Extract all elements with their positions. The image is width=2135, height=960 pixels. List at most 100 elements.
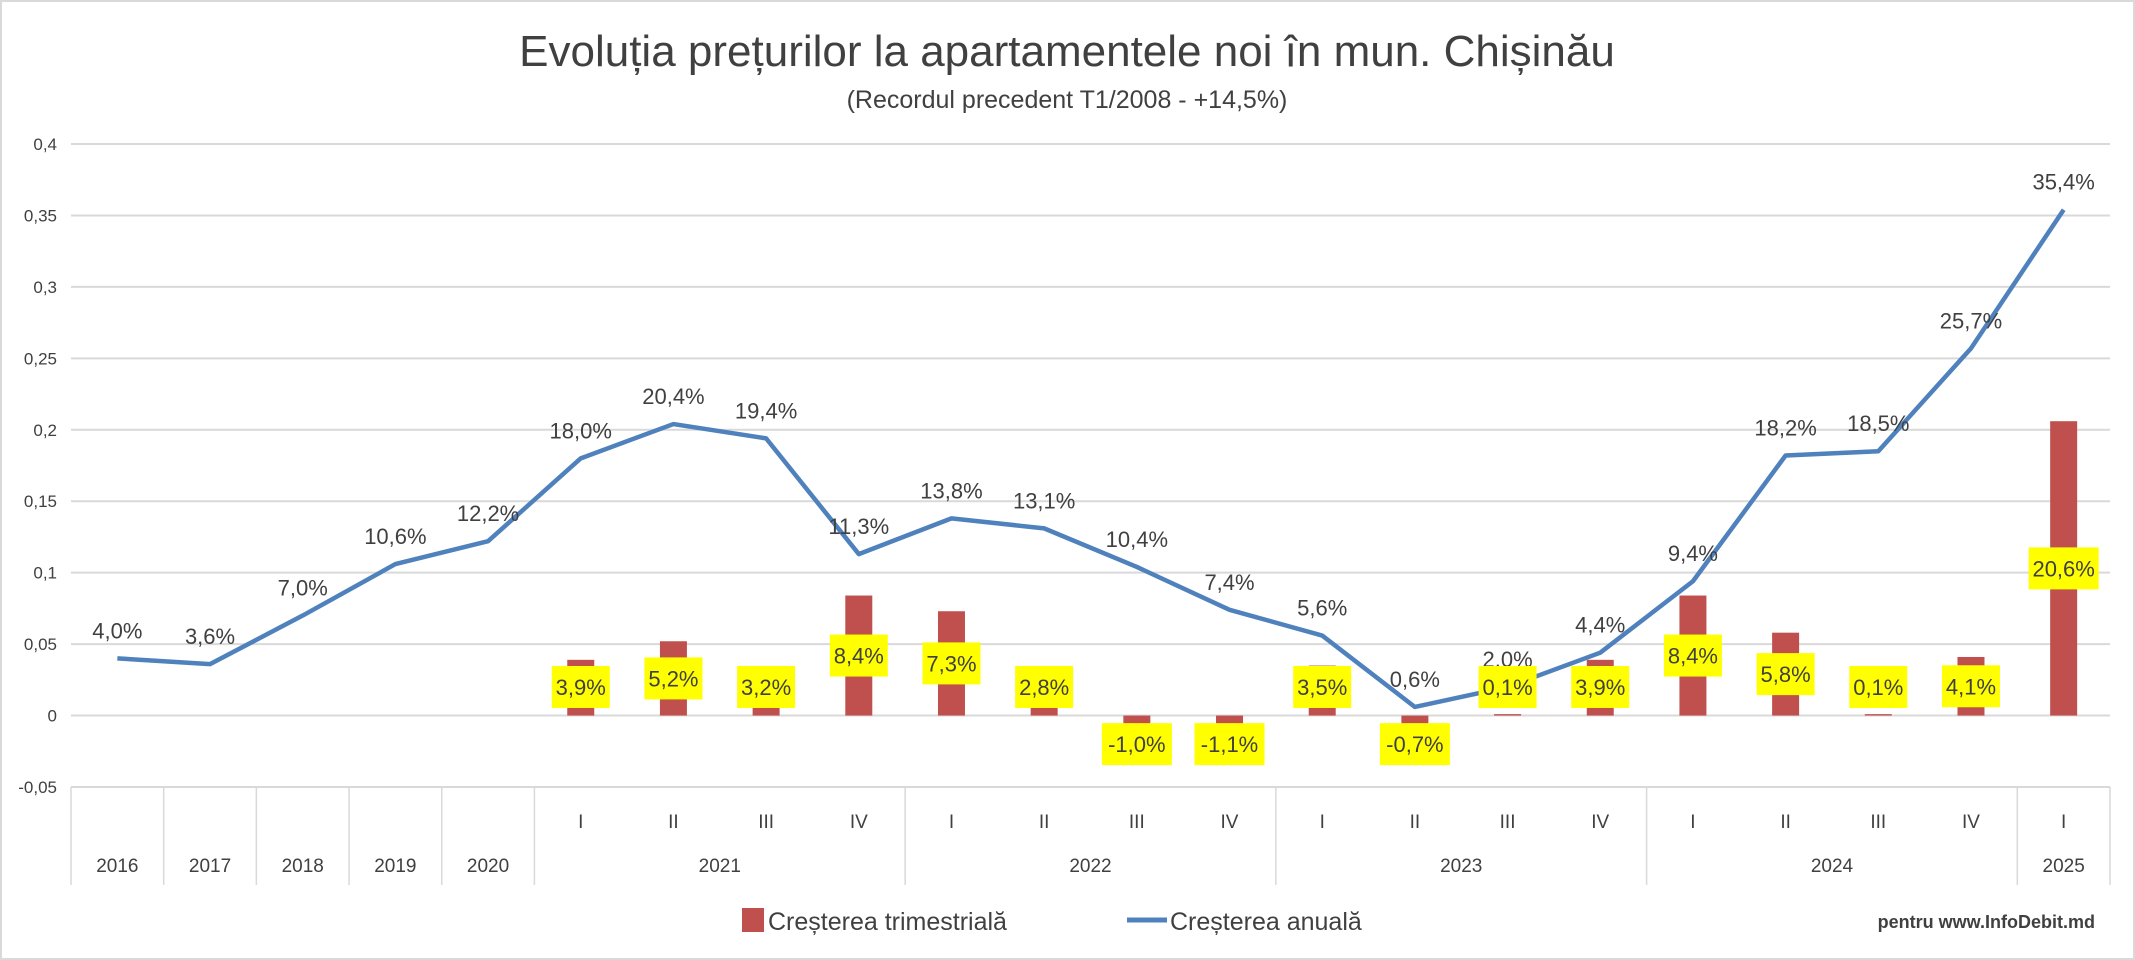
bar-data-label-bg <box>1756 653 1815 696</box>
line-data-label: 20,4% <box>642 384 704 409</box>
line-data-label: 11,3% <box>828 514 889 539</box>
x-year-label: 2025 <box>2043 856 2085 877</box>
bar-data-label-bg <box>551 665 610 708</box>
bar-data-label: 5,8% <box>1761 662 1811 687</box>
bar-data-label: 4,1% <box>1946 674 1996 699</box>
x-quarter-label: I <box>578 812 583 833</box>
watermark-text: pentru www.InfoDebit.md <box>1878 912 2095 932</box>
x-quarter-label: II <box>1780 812 1791 833</box>
x-quarter-label: IV <box>1962 812 1980 833</box>
line-data-label: 10,4% <box>1106 527 1168 552</box>
bar-data-label: 7,3% <box>926 651 976 676</box>
bar-data-label-bg <box>1849 665 1908 708</box>
x-year-label: 2022 <box>1069 856 1111 877</box>
line-data-label: 9,4% <box>1668 541 1718 566</box>
bar-data-label: 3,2% <box>741 675 791 700</box>
bar <box>1401 715 1429 726</box>
x-year-label: 2021 <box>699 856 741 877</box>
line-data-label: 19,4% <box>735 398 797 423</box>
y-tick-label: 0,25 <box>24 349 57 368</box>
x-quarter-label: I <box>1320 812 1325 833</box>
line-data-label: 25,7% <box>1940 308 2002 333</box>
bar-data-label-bg <box>644 657 703 700</box>
x-quarter-label: IV <box>850 812 868 833</box>
y-tick-label: 0,1 <box>33 564 57 583</box>
bar-data-label-bg <box>922 642 981 685</box>
bar-data-label: 20,6% <box>2032 556 2094 581</box>
bar-data-label-bg <box>1941 665 2000 708</box>
x-quarter-label: III <box>758 812 774 833</box>
line-data-label: 7,4% <box>1204 570 1254 595</box>
line-data-label: 0,6% <box>1390 667 1440 692</box>
bar-data-label-bg <box>829 634 888 677</box>
line-data-label: 12,2% <box>457 501 519 526</box>
bar-data-label: 8,4% <box>834 644 884 669</box>
bar-data-label: 3,9% <box>556 675 606 700</box>
x-quarter-label: IV <box>1591 812 1609 833</box>
bar-data-label-bg <box>1478 665 1537 708</box>
bar <box>1494 714 1522 716</box>
x-quarter-label: II <box>1410 812 1421 833</box>
line-data-label: 18,0% <box>550 418 612 443</box>
bar <box>1864 714 1892 716</box>
bar-data-label-bg <box>1379 723 1450 766</box>
bar-data-label-bg <box>2028 547 2099 590</box>
y-tick-label: 0,2 <box>33 421 57 440</box>
chart-subtitle: (Recordul precedent T1/2008 - +14,5%) <box>847 86 1288 114</box>
y-tick-label: -0,05 <box>18 778 57 797</box>
line-data-label: 10,6% <box>364 524 426 549</box>
line-data-label: 4,0% <box>92 618 142 643</box>
line-data-label: 13,1% <box>1013 488 1075 513</box>
legend: Creșterea trimestrială Creșterea anuală <box>742 908 1362 936</box>
bar-data-label-bg <box>1101 723 1172 766</box>
bar-data-label: 2,8% <box>1019 675 1069 700</box>
x-year-label: 2023 <box>1440 856 1482 877</box>
x-quarter-label: III <box>1870 812 1886 833</box>
bar-data-label-bg <box>1194 723 1265 766</box>
line-data-label: 18,5% <box>1847 411 1909 436</box>
bar-data-label-bg <box>737 665 796 708</box>
chart-title: Evoluția prețurilor la apartamentele noi… <box>519 27 1615 76</box>
bar-data-label: -0,7% <box>1386 732 1443 757</box>
bar-data-label: 0,1% <box>1482 675 1532 700</box>
x-quarter-label: III <box>1129 812 1145 833</box>
y-tick-label: 0,15 <box>24 492 57 511</box>
bar-data-label-bg <box>1015 665 1074 708</box>
line-series <box>117 208 2066 710</box>
bar-data-label: 0,1% <box>1853 675 1903 700</box>
y-tick-label: 0,3 <box>33 278 57 297</box>
line-data-label: 18,2% <box>1754 415 1816 440</box>
bar-data-label: 8,4% <box>1668 644 1718 669</box>
line-data-label: 4,4% <box>1575 613 1625 638</box>
bar-data-label: 5,2% <box>648 666 698 691</box>
y-tick-label: 0,05 <box>24 635 57 654</box>
x-quarter-label: I <box>949 812 954 833</box>
y-tick-label: 0,35 <box>24 206 57 225</box>
x-year-label: 2024 <box>1811 856 1854 877</box>
x-quarter-label: II <box>1039 812 1050 833</box>
x-quarter-label: I <box>1690 812 1695 833</box>
x-year-label: 2017 <box>189 856 231 877</box>
x-year-label: 2016 <box>96 856 138 877</box>
bar-data-label: -1,0% <box>1108 732 1165 757</box>
line-data-label: 13,8% <box>920 478 982 503</box>
gridlines <box>71 143 2110 788</box>
x-year-label: 2019 <box>374 856 416 877</box>
x-quarter-label: III <box>1500 812 1516 833</box>
x-quarter-label: II <box>668 812 679 833</box>
x-quarter-label: I <box>2061 812 2066 833</box>
x-year-label: 2020 <box>467 856 509 877</box>
bar-data-label-bg <box>1663 634 1722 677</box>
x-quarter-label: IV <box>1221 812 1239 833</box>
y-tick-label: 0 <box>48 707 57 726</box>
x-year-label: 2018 <box>282 856 324 877</box>
line-data-label: 3,6% <box>185 624 235 649</box>
legend-swatch-bar <box>742 908 764 932</box>
legend-label-quarterly: Creșterea trimestrială <box>768 908 1007 936</box>
y-axis: 0,4 0,35 0,3 0,25 0,2 0,15 0,1 0,05 0 -0,05 <box>18 135 57 797</box>
bar-data-label: -1,1% <box>1201 732 1258 757</box>
data-labels: 4,0% 3,6% 7,0% 10,6% 12,2% 18,0% 20,4% 19,4% 11,… <box>92 170 2099 766</box>
